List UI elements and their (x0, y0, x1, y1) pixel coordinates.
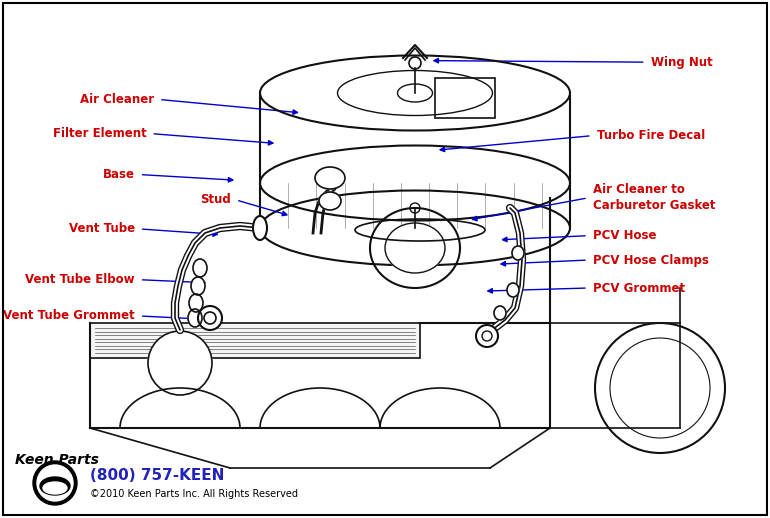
Text: ©2010 Keen Parts Inc. All Rights Reserved: ©2010 Keen Parts Inc. All Rights Reserve… (90, 489, 298, 499)
Ellipse shape (189, 294, 203, 312)
Ellipse shape (507, 283, 519, 297)
Circle shape (595, 323, 725, 453)
Circle shape (148, 331, 212, 395)
Text: Wing Nut: Wing Nut (651, 55, 712, 69)
Ellipse shape (385, 223, 445, 273)
Text: Vent Tube: Vent Tube (69, 222, 135, 236)
Text: Air Cleaner to
Carburetor Gasket: Air Cleaner to Carburetor Gasket (593, 183, 715, 212)
Circle shape (476, 325, 498, 347)
Text: Keen Parts: Keen Parts (15, 453, 99, 467)
Ellipse shape (191, 277, 205, 295)
Text: PCV Grommet: PCV Grommet (593, 281, 685, 295)
Ellipse shape (260, 146, 570, 221)
Ellipse shape (512, 246, 524, 260)
Circle shape (482, 331, 492, 341)
Circle shape (204, 312, 216, 324)
Circle shape (198, 306, 222, 330)
Text: Turbo Fire Decal: Turbo Fire Decal (597, 129, 705, 142)
Text: Base: Base (102, 168, 135, 181)
Ellipse shape (43, 482, 67, 494)
Ellipse shape (494, 306, 506, 320)
Text: Vent Tube Grommet: Vent Tube Grommet (3, 309, 135, 323)
Ellipse shape (370, 208, 460, 288)
Ellipse shape (315, 167, 345, 189)
Text: (800) 757-KEEN: (800) 757-KEEN (90, 468, 224, 483)
Text: PCV Hose Clamps: PCV Hose Clamps (593, 253, 708, 267)
Text: PCV Hose: PCV Hose (593, 229, 656, 242)
Ellipse shape (188, 309, 202, 327)
Circle shape (33, 461, 77, 505)
Text: Vent Tube Elbow: Vent Tube Elbow (25, 273, 135, 286)
Ellipse shape (260, 146, 570, 221)
Ellipse shape (319, 192, 341, 210)
Text: Filter Element: Filter Element (52, 127, 146, 140)
Ellipse shape (253, 216, 267, 240)
Ellipse shape (260, 55, 570, 131)
Circle shape (37, 465, 73, 501)
Ellipse shape (260, 191, 570, 266)
Text: Air Cleaner: Air Cleaner (80, 93, 154, 106)
Text: Stud: Stud (200, 193, 231, 207)
Ellipse shape (355, 219, 485, 241)
Ellipse shape (193, 259, 207, 277)
Ellipse shape (40, 477, 70, 495)
FancyBboxPatch shape (90, 323, 420, 358)
